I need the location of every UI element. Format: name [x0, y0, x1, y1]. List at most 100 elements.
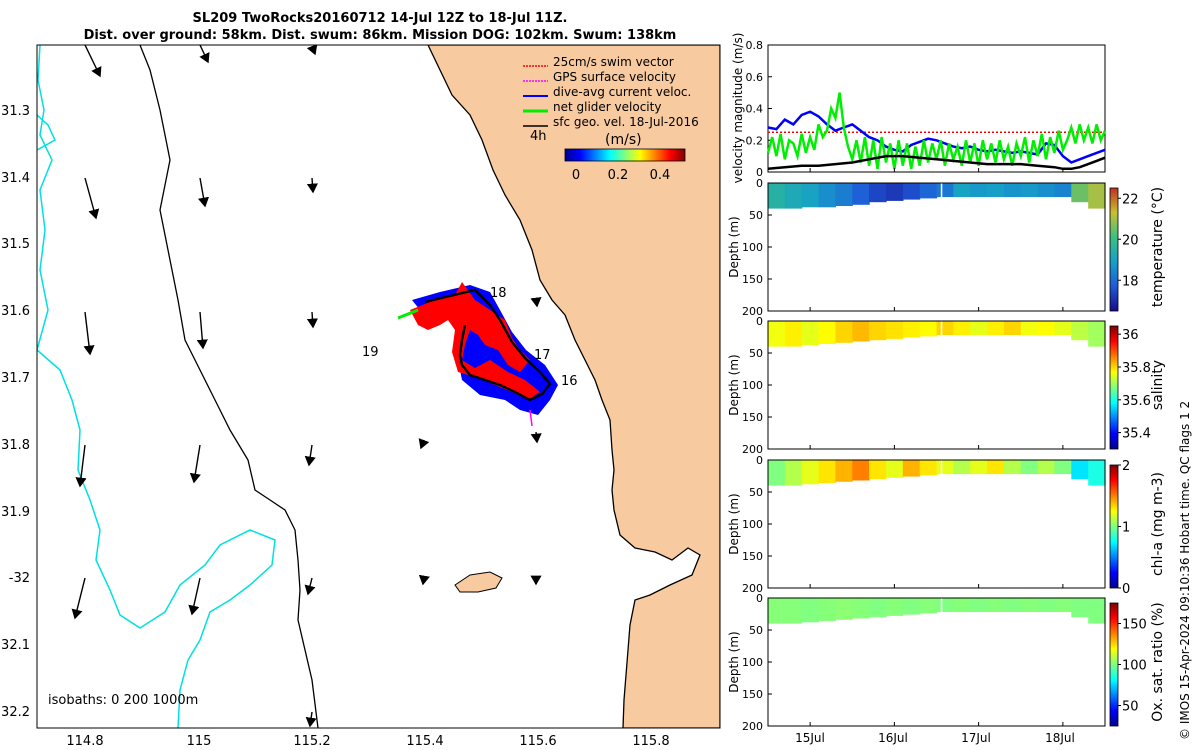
section-cell [987, 460, 1005, 475]
section-colorbar-label: 2 [1122, 459, 1130, 474]
section-colorbar [1109, 602, 1119, 727]
isobaths-note: isobaths: 0 200 1000m [48, 693, 198, 708]
section-cell [818, 183, 836, 208]
section-cell [869, 183, 887, 203]
section-cell [919, 460, 938, 476]
time-xtick: 15Jul [795, 731, 825, 745]
map-x-ticks: 114.8 115 115.2 115.4 115.6 115.8 [66, 734, 669, 749]
swim-vector-cloud [410, 282, 540, 400]
section-cell [970, 321, 988, 336]
map-xtick: 115.2 [293, 734, 330, 749]
section-cell [919, 183, 938, 199]
velocity-ytick-label: 0.8 [746, 39, 764, 52]
section-ytick-label: 200 [742, 443, 763, 456]
section-cell [987, 183, 1005, 198]
section-ylabel: Depth (m) [727, 493, 741, 554]
section-cell [801, 460, 820, 485]
section-cell [1003, 460, 1022, 475]
section-cell [852, 183, 870, 205]
section-cell [886, 460, 904, 478]
map-ytick: 32.1 [1, 638, 30, 653]
section-cell [1037, 460, 1055, 475]
section-ylabel: Depth (m) [727, 631, 741, 692]
section-cell [902, 183, 921, 200]
section-ytick-label: 100 [742, 518, 763, 531]
section-colorbar-label: 50 [1122, 700, 1139, 715]
section-cell [869, 321, 887, 341]
section-ytick-label: 0 [756, 454, 763, 467]
title-line-2: Dist. over ground: 58km. Dist. swum: 86k… [83, 28, 677, 43]
section-ytick-label: 50 [749, 347, 763, 360]
section-ylabel: Depth (m) [727, 216, 741, 277]
speed-colorbar-tick: 0.4 [650, 168, 671, 183]
section-colorbar-label: 35.8 [1122, 361, 1151, 376]
velocity-y-ticks: 0 0.2 0.4 0.6 0.8 [746, 39, 772, 179]
section-cell [936, 460, 954, 475]
section-cell [1054, 321, 1072, 336]
day-label-18: 18 [490, 286, 507, 301]
map-ytick: 31.3 [1, 104, 30, 119]
section-cell [801, 183, 820, 208]
section-cell [1037, 321, 1055, 336]
section-cell [1054, 460, 1072, 475]
legend-label-gps: GPS surface velocity [553, 70, 676, 84]
map-legend: 25cm/s swim vector GPS surface velocity … [523, 55, 699, 183]
velocity-ytick-label: 0.2 [746, 134, 764, 147]
section-cell [835, 460, 853, 482]
section-cell [902, 460, 921, 477]
section-cell [886, 321, 904, 339]
section-cell [1054, 598, 1072, 613]
section-cell [1071, 183, 1089, 203]
section-ytick-label: 200 [742, 720, 763, 733]
section-colorbar-title: salinity [1150, 360, 1166, 410]
legend-label-swim: 25cm/s swim vector [553, 55, 674, 69]
glider-path [424, 288, 552, 402]
section-cell [902, 321, 921, 338]
time-xtick: 17Jul [961, 731, 991, 745]
section-colorbar-title: Ox. sat. ratio (%) [1150, 602, 1166, 721]
section-cell [835, 183, 853, 206]
section-colorbar-label: 35.6 [1122, 394, 1151, 409]
isobath-1000m [37, 114, 56, 151]
section-cell [801, 598, 820, 623]
section-cell [902, 598, 921, 615]
section-cell [1071, 598, 1089, 618]
section-cell [987, 321, 1005, 336]
section-ytick-label: 150 [742, 411, 763, 424]
section-ytick-label: 50 [749, 624, 763, 637]
land-mass [427, 45, 720, 728]
title-line-1: SL209 TwoRocks20160712 14-Jul 12Z to 18-… [192, 11, 568, 26]
velocity-ytick-label: 0 [756, 166, 763, 179]
section-cell [1003, 183, 1022, 198]
section-colorbar-label: 22 [1122, 192, 1139, 207]
section-colorbar [1109, 187, 1119, 312]
section-cell [818, 598, 836, 621]
section-ytick-label: 0 [756, 592, 763, 605]
map-y-ticks: 31.3 31.4 31.5 31.6 31.7 31.8 31.9 -32 3… [1, 104, 30, 720]
section-ytick-label: 150 [742, 688, 763, 701]
section-cell [768, 183, 786, 209]
section-cell [953, 598, 971, 613]
velocity-series [766, 92, 1107, 172]
section-ytick-label: 50 [749, 209, 763, 222]
section-cell [801, 321, 820, 346]
map-panel: 18 19 17 16 31.3 31.4 31.5 31.6 31.7 31.… [1, 44, 721, 749]
section-cell [1088, 460, 1106, 486]
net-glider-arrow [397, 308, 419, 320]
legend-label-sfc-geo: sfc geo. vel. 18-Jul-2016 [553, 115, 699, 129]
section-ytick-label: 100 [742, 379, 763, 392]
section-ytick-label: 0 [756, 177, 763, 190]
section-cell [1020, 321, 1039, 336]
speed-colorbar [564, 148, 686, 162]
section-ytick-label: 150 [742, 550, 763, 563]
section-cell [1003, 598, 1022, 613]
section-colorbar-label: 20 [1122, 233, 1139, 248]
section-colorbar-label: 36 [1122, 328, 1139, 343]
day-label-16: 16 [561, 374, 578, 389]
time-xtick: 18Jul [1045, 731, 1075, 745]
section-panel-chlorophyll: 0 50 100 150 200 Depth (m) 2 1 0 chl-a (mg m-3) [727, 454, 1166, 597]
day-label-17: 17 [534, 348, 551, 363]
speed-colorbar-unit: (m/s) [605, 132, 642, 148]
section-colorbar-label: 100 [1122, 659, 1147, 674]
section-cell [886, 183, 904, 201]
